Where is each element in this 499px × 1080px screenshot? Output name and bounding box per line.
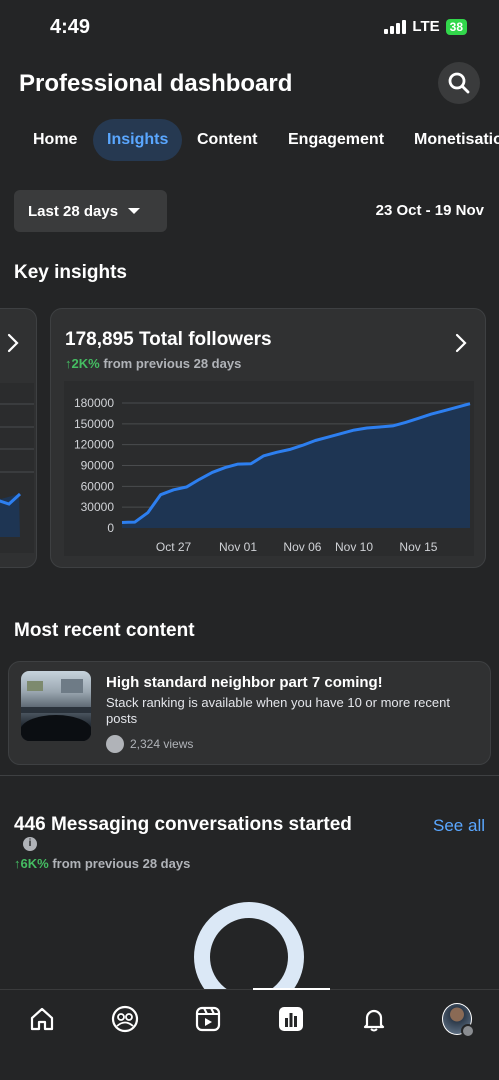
messaging-heading: 446 Messaging conversations started [14, 814, 352, 835]
y-tick-label: 60000 [81, 479, 115, 493]
tab-engagement[interactable]: Engagement [288, 131, 385, 148]
followers-card-title: 178,895 Total followers [65, 329, 272, 350]
x-tick-label: Nov 06 [283, 540, 321, 554]
active-nav-indicator [253, 988, 330, 990]
post-title: High standard neighbor part 7 coming! [106, 674, 383, 691]
tab-home[interactable]: Home [33, 131, 78, 148]
chevron-right-icon [7, 333, 19, 353]
post-thumbnail[interactable] [21, 671, 91, 741]
date-range-dropdown-label: Last 28 days [28, 202, 119, 220]
battery-icon: 38 [445, 18, 467, 35]
x-tick-label: Oct 27 [156, 540, 192, 554]
y-tick-label: 30000 [81, 500, 115, 514]
nav-reels[interactable] [193, 1004, 223, 1034]
date-range-dropdown[interactable]: Last 28 days [14, 190, 167, 232]
x-tick-label: Nov 15 [399, 540, 437, 554]
nav-notifications[interactable] [359, 1004, 389, 1034]
bell-icon [363, 1009, 385, 1032]
post-views-count: 2,324 views [130, 737, 194, 751]
see-all-link[interactable]: See all [433, 816, 485, 835]
page-title: Professional dashboard [19, 70, 293, 97]
tab-monetisation[interactable]: Monetisation [414, 131, 499, 148]
y-tick-label: 90000 [81, 459, 115, 473]
status-time: 4:49 [50, 16, 91, 38]
tab-insights[interactable]: Insights [93, 119, 183, 161]
y-tick-label: 120000 [74, 438, 114, 452]
messaging-change-value: 6K% [20, 856, 49, 871]
groups-icon [111, 1005, 139, 1033]
key-insights-heading: Key insights [14, 262, 127, 283]
previous-card-chart [0, 383, 34, 553]
bottom-navigation [0, 989, 499, 1080]
recent-content-heading: Most recent content [14, 620, 195, 641]
nav-dashboard[interactable] [276, 1004, 306, 1034]
x-tick-label: Nov 10 [335, 540, 373, 554]
followers-area [122, 403, 470, 528]
messaging-change: ↑6K% from previous 28 days [14, 856, 190, 871]
y-tick-label: 0 [107, 521, 114, 535]
date-range-text: 23 Oct - 19 Nov [375, 202, 484, 219]
recent-post-card[interactable]: High standard neighbor part 7 coming! St… [8, 661, 491, 765]
followers-change-suffix: from previous 28 days [103, 356, 242, 371]
followers-change-value: 2K% [71, 356, 100, 371]
status-indicators: LTE 38 [384, 18, 467, 35]
nav-home[interactable] [27, 1004, 57, 1034]
previous-insight-card[interactable] [0, 308, 37, 568]
info-icon[interactable]: i [23, 837, 37, 851]
caret-down-icon [128, 208, 141, 214]
chevron-right-icon[interactable] [453, 333, 469, 353]
arrow-up-icon: ↑ [14, 856, 21, 871]
home-icon [30, 1007, 54, 1031]
post-views: 2,324 views [106, 735, 193, 753]
dashboard-icon [279, 1007, 303, 1031]
followers-change: ↑2K% from previous 28 days [65, 356, 241, 371]
network-label: LTE [412, 18, 440, 35]
messaging-change-suffix: from previous 28 days [52, 856, 191, 871]
section-divider [0, 775, 499, 776]
post-description: Stack ranking is available when you have… [106, 695, 450, 726]
search-button[interactable] [438, 62, 480, 104]
reels-icon [195, 1006, 221, 1032]
x-tick-label: Nov 01 [219, 540, 257, 554]
followers-chart: 180000 150000 120000 90000 60000 30000 0 Oct 27… [64, 381, 474, 556]
y-tick-label: 180000 [74, 396, 114, 410]
y-tick-label: 150000 [74, 417, 114, 431]
tab-bar: Home Insights Content Engagement Monetis… [0, 119, 499, 161]
signal-icon [384, 19, 407, 34]
nav-groups[interactable] [110, 1004, 140, 1034]
nav-profile[interactable] [442, 1003, 475, 1038]
views-icon [106, 735, 124, 753]
avatar [442, 1003, 475, 1038]
followers-card[interactable]: 178,895 Total followers ↑2K% from previo… [50, 308, 486, 568]
followers-line [121, 402, 471, 524]
menu-badge-icon [461, 1024, 475, 1038]
tab-content[interactable]: Content [197, 131, 258, 148]
car-interior-image [21, 679, 91, 741]
arrow-up-icon: ↑ [65, 356, 72, 371]
search-icon [448, 72, 470, 94]
